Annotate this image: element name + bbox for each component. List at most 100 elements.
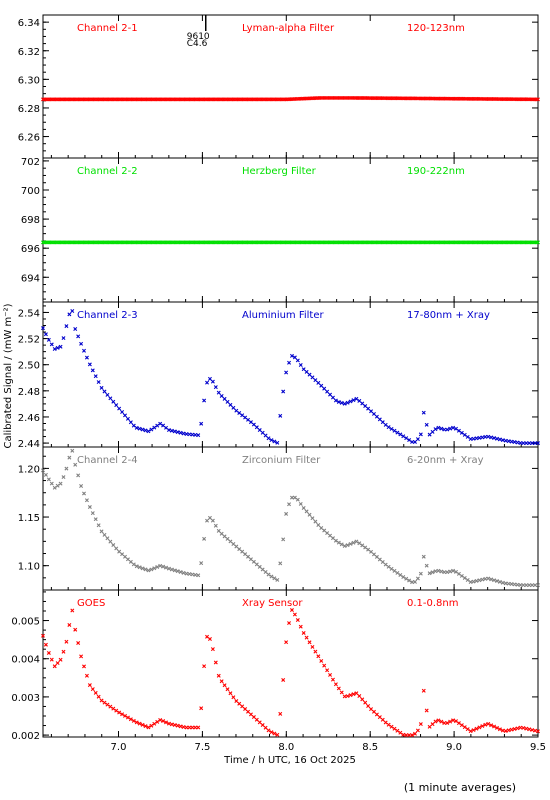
data-point — [93, 517, 98, 522]
data-point — [196, 433, 201, 438]
data-point — [266, 572, 271, 577]
x-tick-label: 8.5 — [362, 742, 378, 753]
data-point — [120, 552, 125, 557]
data-point — [246, 554, 251, 559]
data-point — [284, 370, 289, 375]
data-point — [497, 727, 502, 732]
data-point — [322, 663, 327, 668]
data-point — [415, 576, 420, 581]
data-point — [79, 483, 84, 488]
y-tick-label: 6.30 — [18, 75, 40, 86]
data-point — [93, 374, 98, 379]
data-point — [96, 694, 101, 699]
data-point — [524, 583, 529, 588]
data-point — [497, 579, 502, 584]
data-point — [207, 637, 212, 641]
flare-class-label: C4.6 — [187, 39, 208, 49]
wavelength-range-label: 190-222nm — [407, 166, 465, 177]
data-point — [536, 729, 540, 734]
data-point — [216, 528, 221, 533]
data-point — [433, 427, 438, 432]
data-point — [412, 731, 417, 736]
y-tick-label: 698 — [21, 215, 40, 226]
data-point — [459, 723, 464, 728]
data-point — [436, 425, 441, 430]
data-point — [304, 509, 309, 514]
data-point — [363, 545, 368, 550]
data-point — [304, 635, 309, 640]
data-point — [146, 429, 151, 434]
data-point — [503, 581, 508, 586]
data-point — [143, 428, 148, 433]
data-point — [108, 539, 113, 544]
data-point — [67, 622, 72, 627]
data-point — [84, 673, 89, 678]
data-point — [193, 432, 198, 437]
y-tick-label: 0.005 — [11, 617, 40, 628]
data-point — [82, 491, 86, 496]
data-point — [187, 725, 192, 730]
data-point — [281, 677, 286, 682]
data-point — [237, 701, 242, 706]
data-point — [175, 430, 180, 435]
data-point — [348, 693, 353, 698]
data-point — [492, 724, 497, 729]
data-point — [339, 400, 344, 405]
panel-frame — [42, 157, 539, 303]
data-point — [58, 657, 63, 662]
data-point — [380, 420, 385, 425]
data-point — [389, 426, 394, 431]
data-point — [70, 448, 75, 453]
data-point — [269, 730, 274, 735]
data-point — [199, 421, 204, 426]
data-point — [219, 531, 224, 536]
data-point — [386, 722, 391, 727]
data-point — [231, 405, 236, 410]
data-point — [105, 392, 110, 397]
y-tick-label: 1.15 — [18, 513, 40, 524]
data-point — [468, 729, 473, 734]
data-point — [49, 481, 54, 486]
data-point — [120, 409, 125, 414]
data-point — [246, 709, 251, 714]
data-point — [213, 523, 218, 528]
series-markers — [41, 608, 540, 738]
data-point — [310, 644, 315, 649]
data-point — [193, 725, 198, 730]
data-point — [210, 379, 215, 384]
y-tick-label: 696 — [21, 244, 40, 255]
data-point — [462, 575, 467, 580]
data-point — [184, 432, 189, 437]
x-tick-label: 9.0 — [446, 742, 462, 753]
data-point — [90, 368, 95, 373]
data-point — [521, 725, 526, 730]
y-tick-label: 6.26 — [18, 133, 40, 144]
data-point — [363, 404, 368, 409]
data-point — [178, 724, 183, 729]
data-point — [140, 566, 145, 571]
data-point — [55, 661, 60, 666]
data-point — [67, 455, 72, 460]
data-point — [275, 732, 280, 737]
data-point — [169, 567, 174, 572]
y-tick-label: 6.34 — [18, 18, 40, 29]
data-point — [275, 440, 280, 445]
data-point — [263, 433, 268, 438]
data-point — [439, 569, 444, 574]
y-tick-label: 6.28 — [18, 104, 40, 115]
y-tick-label: 2.52 — [18, 335, 40, 346]
data-point — [213, 385, 218, 390]
data-point — [328, 392, 333, 397]
data-point — [398, 572, 403, 577]
data-point — [477, 435, 482, 440]
data-point — [369, 549, 374, 554]
data-point — [483, 722, 488, 727]
data-point — [448, 569, 453, 574]
data-point — [137, 721, 142, 726]
data-point — [348, 541, 353, 546]
data-point — [480, 435, 485, 440]
data-point — [462, 725, 467, 730]
data-point — [175, 569, 180, 574]
data-point — [380, 560, 385, 564]
data-point — [169, 722, 174, 727]
